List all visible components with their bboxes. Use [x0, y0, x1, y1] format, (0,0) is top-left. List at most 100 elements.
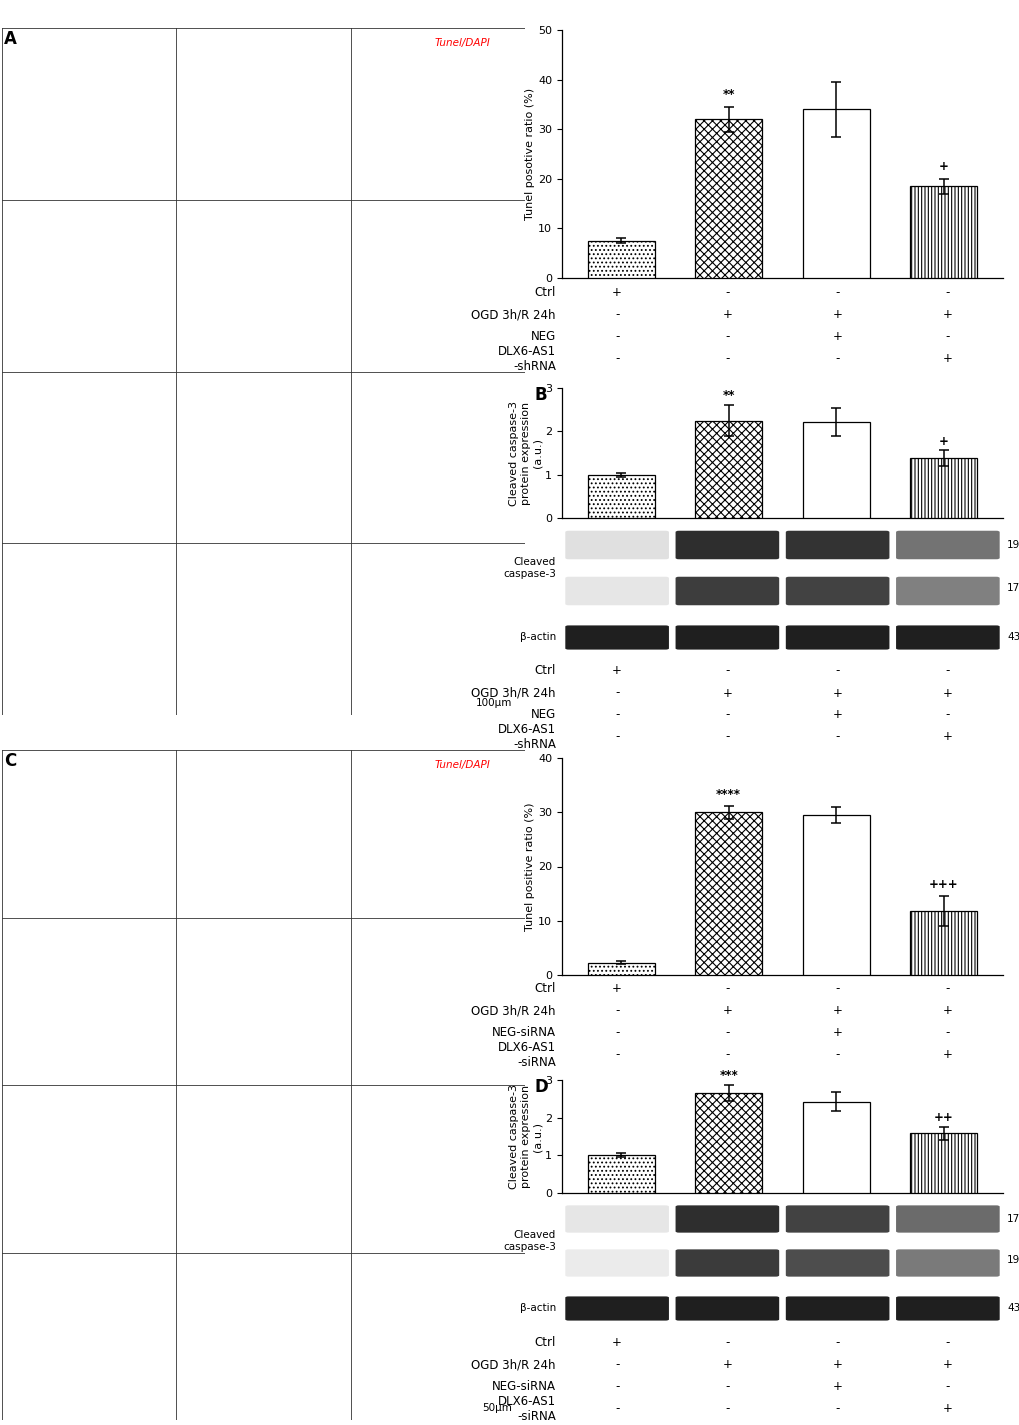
- Text: -: -: [945, 1026, 949, 1039]
- Text: **: **: [721, 389, 735, 402]
- Text: -: -: [725, 731, 729, 744]
- Text: NEG-siRNA: NEG-siRNA: [491, 1026, 555, 1039]
- Text: -: -: [614, 1402, 619, 1415]
- Text: Ctrl: Ctrl: [534, 982, 555, 996]
- Text: -: -: [725, 1402, 729, 1415]
- Text: 19KD: 19KD: [1006, 540, 1019, 550]
- Bar: [910, 911, 976, 975]
- Text: -: -: [725, 1337, 729, 1349]
- Text: 50μm: 50μm: [482, 1404, 512, 1414]
- Text: Tunel/DAPI: Tunel/DAPI: [434, 760, 489, 770]
- Text: OGD 3h/R 24h: OGD 3h/R 24h: [471, 1005, 555, 1017]
- Text: +: +: [937, 435, 948, 447]
- Text: +: +: [832, 331, 842, 343]
- Text: -: -: [725, 352, 729, 365]
- Text: DLX6-AS1
-shRNA: DLX6-AS1 -shRNA: [497, 722, 555, 751]
- Text: +: +: [721, 687, 732, 700]
- Bar: [802, 815, 869, 975]
- Text: +: +: [611, 286, 622, 299]
- Text: 17KD: 17KD: [1006, 583, 1019, 593]
- Y-axis label: Tunel posotive ratio (%): Tunel posotive ratio (%): [525, 88, 535, 219]
- Text: +: +: [942, 1005, 952, 1017]
- Text: -: -: [725, 1026, 729, 1039]
- FancyBboxPatch shape: [895, 530, 999, 559]
- FancyBboxPatch shape: [565, 626, 668, 650]
- FancyBboxPatch shape: [895, 577, 999, 606]
- FancyBboxPatch shape: [895, 1297, 999, 1321]
- Text: NEG-siRNA: NEG-siRNA: [491, 1381, 555, 1394]
- Text: ****: ****: [715, 788, 741, 801]
- Text: +: +: [937, 161, 948, 174]
- FancyBboxPatch shape: [565, 1250, 668, 1277]
- Bar: [910, 1133, 976, 1193]
- Text: -: -: [614, 331, 619, 343]
- Text: -: -: [945, 982, 949, 996]
- FancyBboxPatch shape: [785, 1297, 889, 1321]
- Text: ***: ***: [718, 1069, 738, 1083]
- Text: +: +: [942, 1049, 952, 1062]
- Text: -: -: [835, 1402, 839, 1415]
- Y-axis label: Tunel positive ratio (%): Tunel positive ratio (%): [525, 802, 535, 931]
- Bar: [695, 420, 761, 519]
- Text: -: -: [835, 352, 839, 365]
- Text: -: -: [614, 708, 619, 721]
- FancyBboxPatch shape: [675, 626, 779, 650]
- FancyBboxPatch shape: [785, 626, 889, 650]
- Bar: [910, 187, 976, 278]
- Text: -: -: [725, 286, 729, 299]
- Text: -: -: [945, 708, 949, 721]
- Text: -: -: [725, 664, 729, 677]
- Text: Ctrl: Ctrl: [534, 664, 555, 677]
- Text: 17KD: 17KD: [1006, 1214, 1019, 1224]
- Text: -: -: [945, 1381, 949, 1394]
- Text: -: -: [614, 1358, 619, 1371]
- Text: 43KD: 43KD: [1006, 1302, 1019, 1312]
- Text: D: D: [534, 1077, 547, 1096]
- Text: +: +: [942, 308, 952, 322]
- Text: +: +: [832, 1381, 842, 1394]
- Text: -: -: [945, 331, 949, 343]
- Text: Cleaved
caspase-3: Cleaved caspase-3: [502, 1230, 555, 1251]
- Text: +: +: [721, 1005, 732, 1017]
- Text: -: -: [725, 1049, 729, 1062]
- Text: 43KD: 43KD: [1006, 633, 1019, 643]
- Text: -: -: [945, 664, 949, 677]
- Text: -: -: [725, 708, 729, 721]
- Text: DLX6-AS1
-siRNA: DLX6-AS1 -siRNA: [497, 1042, 555, 1069]
- Text: NEG: NEG: [530, 331, 555, 343]
- Y-axis label: Cleaved caspase-3
protein expression
(a.u.): Cleaved caspase-3 protein expression (a.…: [508, 400, 542, 506]
- Text: -: -: [614, 1005, 619, 1017]
- Text: +: +: [832, 1358, 842, 1371]
- Text: -: -: [614, 1381, 619, 1394]
- Text: β-actin: β-actin: [520, 633, 555, 643]
- Text: +: +: [832, 687, 842, 700]
- Bar: [802, 1102, 869, 1193]
- Text: Ctrl: Ctrl: [534, 1337, 555, 1349]
- Text: -: -: [725, 982, 729, 996]
- Text: +++: +++: [928, 878, 958, 891]
- Text: C: C: [4, 752, 16, 770]
- FancyBboxPatch shape: [675, 1250, 779, 1277]
- FancyBboxPatch shape: [785, 1206, 889, 1233]
- Text: -: -: [614, 731, 619, 744]
- Bar: [910, 459, 976, 519]
- Text: β-actin: β-actin: [520, 1302, 555, 1312]
- Text: +: +: [942, 731, 952, 744]
- Text: ++: ++: [933, 1112, 953, 1124]
- Text: +: +: [611, 1337, 622, 1349]
- Text: A: A: [4, 30, 17, 48]
- Text: +: +: [832, 1005, 842, 1017]
- Text: +: +: [942, 1358, 952, 1371]
- Text: -: -: [835, 731, 839, 744]
- Text: -: -: [614, 687, 619, 700]
- Bar: [587, 1156, 654, 1193]
- Text: -: -: [614, 352, 619, 365]
- Text: -: -: [945, 1337, 949, 1349]
- FancyBboxPatch shape: [895, 1206, 999, 1233]
- Text: +: +: [942, 687, 952, 700]
- Text: DLX6-AS1
-siRNA: DLX6-AS1 -siRNA: [497, 1395, 555, 1424]
- FancyBboxPatch shape: [895, 626, 999, 650]
- Text: +: +: [832, 708, 842, 721]
- Y-axis label: Cleaved caspase-3
protein expression
(a.u.): Cleaved caspase-3 protein expression (a.…: [508, 1084, 542, 1188]
- Text: +: +: [832, 1026, 842, 1039]
